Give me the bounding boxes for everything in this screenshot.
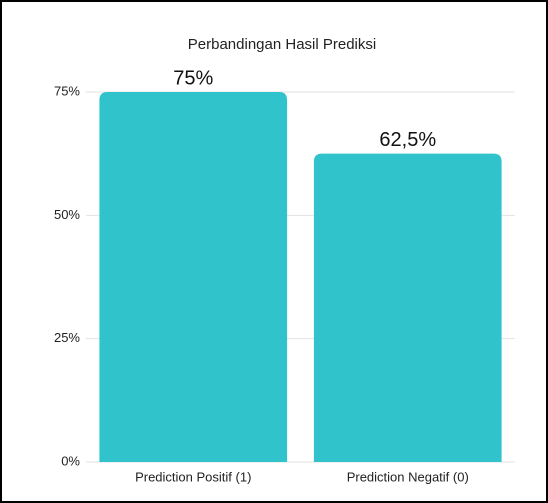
x-tick-label: Prediction Negatif (0) [347,469,469,484]
value-label: 75% [173,67,213,89]
bar [99,92,288,462]
value-label: 62,5% [379,129,436,151]
y-tick-label: 50% [54,207,80,222]
y-tick-label: 75% [54,83,80,98]
bar [313,153,502,462]
y-tick-label: 0% [61,453,80,468]
chart-title: Perbandingan Hasil Prediksi [188,36,376,53]
y-tick-label: 25% [54,330,80,345]
x-tick-label: Prediction Positif (1) [135,469,251,484]
